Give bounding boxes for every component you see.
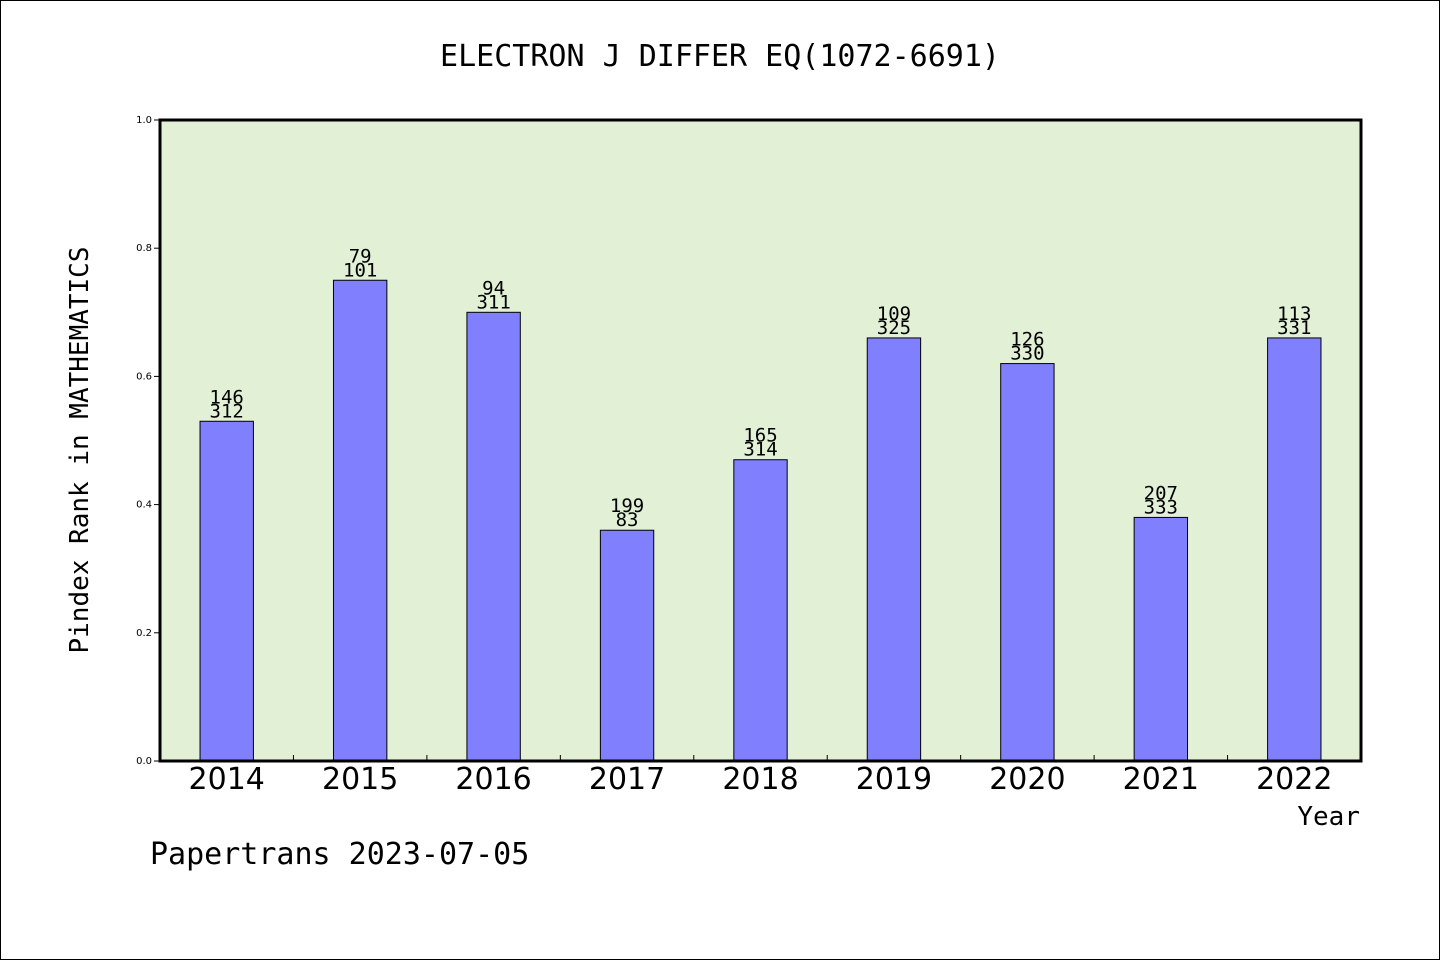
bar-label-top: 199 xyxy=(610,495,644,517)
bar xyxy=(1000,363,1055,762)
bar-label-bottom: 311 xyxy=(476,291,510,313)
bar xyxy=(1267,337,1322,762)
bar-label-top: 207 xyxy=(1144,482,1178,504)
bar-label-bottom: 312 xyxy=(210,400,244,422)
bar xyxy=(466,311,521,762)
bar-label-bottom: 314 xyxy=(743,439,777,461)
x-tick-label: 2015 xyxy=(322,762,398,797)
y-tick-label: 0.2 xyxy=(136,628,152,639)
bar xyxy=(866,337,922,762)
bar-label-bottom: 101 xyxy=(343,259,377,281)
x-tick-label: 2017 xyxy=(589,762,665,797)
y-tick-label: 0.8 xyxy=(136,243,152,254)
y-tick-label: 0.0 xyxy=(136,756,152,767)
x-axis: 2014 2015 2016 2017 2018 2019 2020 2021 2022 xyxy=(189,755,1332,797)
y-axis: 0.0 0.2 0.4 0.6 0.8 1.0 xyxy=(136,115,160,767)
bar-label-bottom: 333 xyxy=(1144,496,1178,518)
bar-label-top: 79 xyxy=(349,245,372,267)
y-tick-label: 1.0 xyxy=(136,115,152,126)
bar-label-top: 109 xyxy=(877,303,911,325)
footer-credit: Papertrans 2023-07-05 xyxy=(150,837,529,872)
x-tick-label: 2014 xyxy=(189,762,265,797)
bar xyxy=(332,279,388,762)
bar-label-bottom: 330 xyxy=(1010,343,1044,365)
plot-border xyxy=(158,118,1363,763)
chart-title: ELECTRON J DIFFER EQ(1072-6691) xyxy=(440,39,1000,74)
bar-label-bottom: 83 xyxy=(616,509,639,531)
bar-label-top: 146 xyxy=(210,386,244,408)
bar xyxy=(199,420,254,762)
y-axis-label: Pindex Rank in MATHEMATICS xyxy=(65,247,95,654)
y-tick-label: 0.6 xyxy=(136,371,152,382)
x-tick-label: 2019 xyxy=(856,762,932,797)
bar xyxy=(599,529,655,762)
bar-label-bottom: 325 xyxy=(877,317,911,339)
y-tick-label: 0.4 xyxy=(136,500,152,511)
x-tick-label: 2021 xyxy=(1123,762,1199,797)
bar-label-top: 113 xyxy=(1277,303,1311,325)
bar-label-top: 165 xyxy=(743,425,777,447)
x-tick-label: 2020 xyxy=(989,762,1065,797)
bar-label-top: 126 xyxy=(1010,329,1044,351)
x-tick-label: 2022 xyxy=(1256,762,1332,797)
bar xyxy=(1133,516,1189,762)
x-tick-label: 2018 xyxy=(722,762,798,797)
x-axis-label: Year xyxy=(1297,802,1360,832)
bar xyxy=(733,459,788,762)
bar-label-top: 94 xyxy=(482,277,505,299)
bar-label-bottom: 331 xyxy=(1277,317,1311,339)
x-tick-label: 2016 xyxy=(455,762,531,797)
